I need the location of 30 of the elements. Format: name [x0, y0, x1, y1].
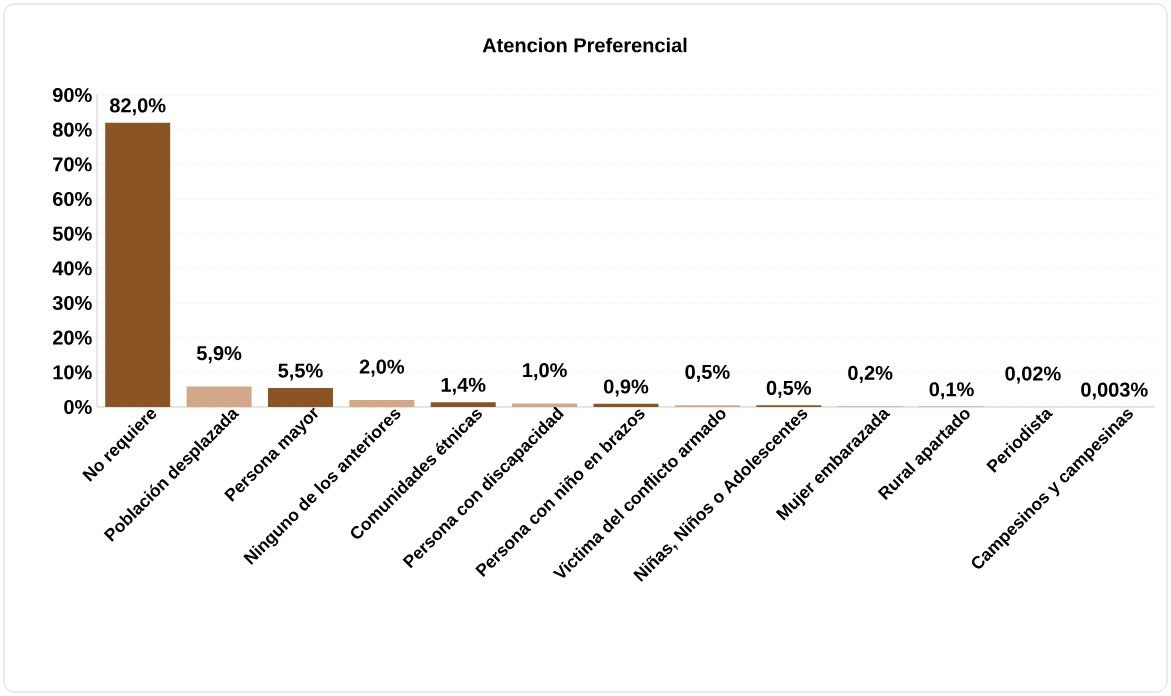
data-label: 0,9%	[604, 379, 649, 397]
y-tick-label: 70%	[53, 157, 92, 172]
y-tick-label: 10%	[53, 365, 92, 380]
bar	[349, 400, 415, 407]
data-label: 2,0%	[359, 359, 405, 377]
y-tick-label: 90%	[52, 87, 92, 103]
data-label: 0,2%	[848, 365, 893, 383]
y-tick-label: 0%	[64, 399, 92, 415]
data-label: 0,1%	[929, 382, 974, 400]
y-tick-label: 40%	[52, 261, 92, 276]
y-tick-label: 30%	[52, 295, 92, 311]
bar	[105, 122, 171, 407]
data-label: 82,0%	[109, 98, 166, 116]
data-label: 1,0%	[523, 363, 567, 381]
data-label: 0,5%	[685, 364, 730, 382]
data-label: 0,5%	[766, 380, 812, 398]
data-label: 0,003%	[1081, 382, 1148, 400]
bar	[186, 386, 252, 407]
bar	[593, 403, 659, 407]
data-label: 1,4%	[441, 377, 486, 395]
y-tick-label: 60%	[53, 191, 92, 207]
y-tick-label: 80%	[52, 122, 92, 137]
y-tick-label: 50%	[52, 226, 92, 241]
y-tick-label: 20%	[52, 330, 92, 345]
data-label: 5,9%	[196, 346, 242, 364]
data-label: 0,02%	[1005, 366, 1061, 384]
bar	[267, 387, 333, 407]
bar	[430, 402, 496, 407]
chart-title: Atencion Preferencial	[482, 37, 687, 53]
data-label: 5,5%	[278, 363, 323, 381]
